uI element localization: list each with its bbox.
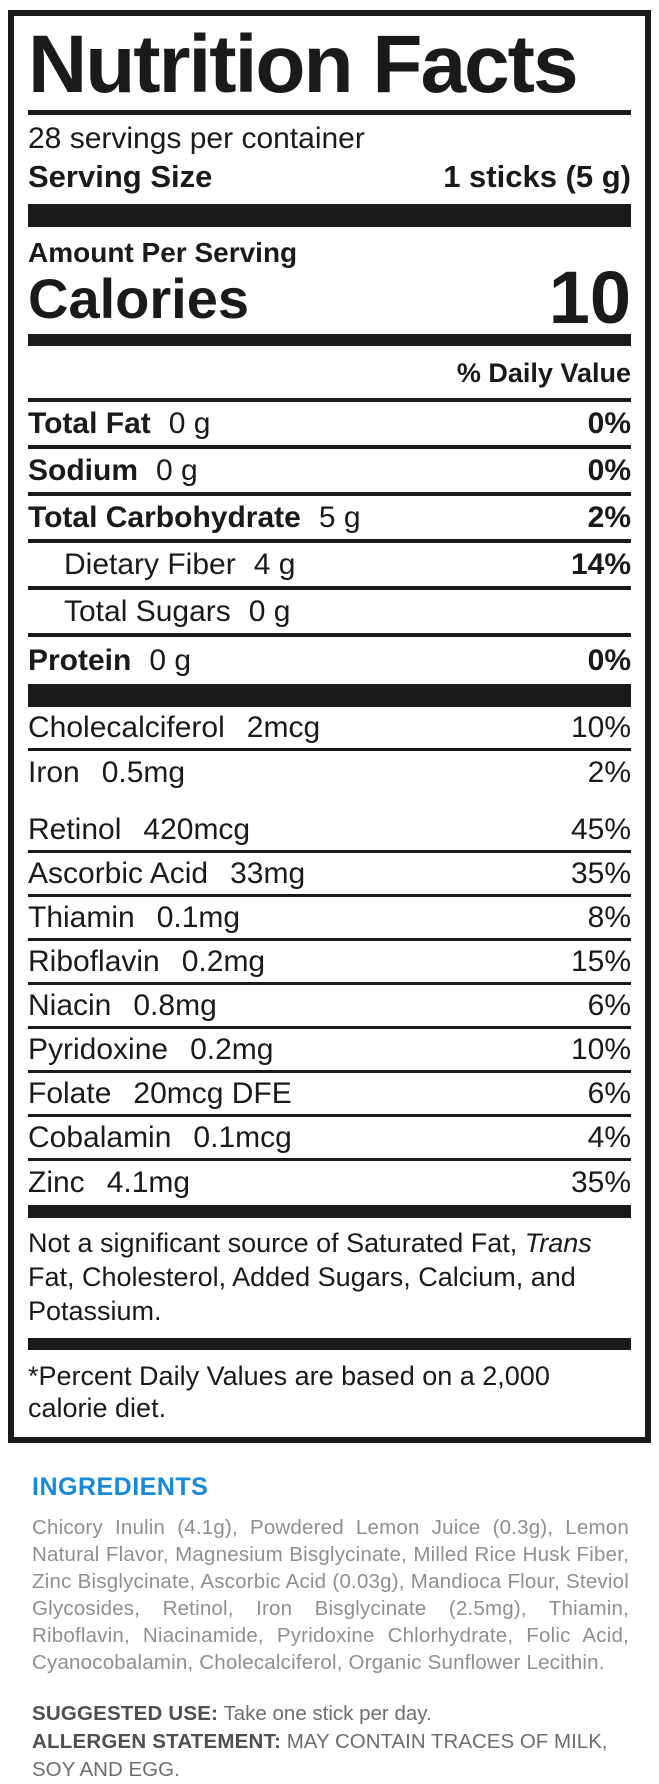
not-significant-note: Not a significant source of Saturated Fa… [28,1218,631,1338]
nutrient-row-total-sugars: Total Sugars 0 g [28,590,631,637]
micronutrient-row-ascorbic-acid: Ascorbic Acid 33mg 35% [28,853,631,897]
ingredients-text: Chicory Inulin (4.1g), Powdered Lemon Ju… [32,1516,629,1674]
note-prefix: Not a significant source of Saturated Fa… [28,1228,525,1258]
percent-daily-value-footnote: *Percent Daily Values are based on a 2,0… [28,1361,550,1423]
daily-value-header: % Daily Value [28,346,631,402]
micronutrient-amount: 20mcg DFE [133,1076,292,1110]
calories-row: Calories 10 [28,256,631,339]
micronutrient-row-iron: Iron 0.5mg 2% [28,751,631,795]
micronutrient-name: Cholecalciferol [28,710,225,744]
amount-per-serving-label: Amount Per Serving [28,237,298,268]
micronutrient-row-cholecalciferol: Cholecalciferol 2mcg 10% [28,707,631,751]
micronutrient-row-zinc: Zinc 4.1mg 35% [28,1161,631,1205]
nutrient-daily-value: 2% [587,500,631,534]
nutrient-row-total-carbohydrate: Total Carbohydrate 5 g 2% [28,496,631,543]
micronutrient-row-pyridoxine: Pyridoxine 0.2mg 10% [28,1029,631,1073]
micronutrient-amount: 0.8mg [133,988,217,1022]
nutrient-name: Dietary Fiber [64,547,236,581]
micronutrient-name: Thiamin [28,900,135,934]
micronutrient-amount: 420mcg [143,812,251,846]
micronutrient-name: Pyridoxine [28,1032,169,1066]
usage-block: SUGGESTED USE: Take one stick per day. A… [32,1700,629,1784]
calories-label: Calories [28,267,249,330]
nutrient-amount: 5 g [318,500,361,534]
micronutrient-daily-value: 2% [587,756,631,789]
micronutrient-daily-value: 10% [570,1032,631,1066]
micronutrient-row-riboflavin: Riboflavin 0.2mg 15% [28,941,631,985]
micronutrient-row-niacin: Niacin 0.8mg 6% [28,985,631,1029]
micronutrient-name: Folate [28,1076,112,1110]
micronutrient-daily-value: 10% [570,710,631,744]
micronutrient-row-cobalamin: Cobalamin 0.1mcg 4% [28,1117,631,1161]
nutrient-name: Sodium [28,453,138,487]
micronutrient-daily-value: 35% [570,856,631,890]
nutrient-name: Total Sugars [64,594,231,628]
note-trans-italic: Trans [524,1228,592,1258]
nutrition-label-page: Nutrition Facts 28 servings per containe… [0,10,659,1781]
micronutrient-amount: 0.1mg [156,900,241,934]
micronutrient-name: Cobalamin [28,1120,172,1154]
micronutrient-row-retinol: Retinol 420mcg 45% [28,809,631,853]
nutrient-row-protein: Protein 0 g 0% [28,637,631,684]
nutrient-daily-value: 0% [587,453,631,487]
micronutrient-amount: 0.2mg [190,1032,274,1066]
nutrient-daily-value: 0% [587,643,631,677]
suggested-use-label: SUGGESTED USE: [32,1702,219,1725]
nutrient-daily-value: 0% [587,406,631,440]
note-suffix: Fat, Cholesterol, Added Sugars, Calcium,… [28,1262,576,1326]
micronutrient-amount: 0.2mg [181,944,266,978]
calories-divider [28,334,631,346]
nutrient-row-sodium: Sodium 0 g 0% [28,449,631,496]
nutrient-name: Protein [28,643,132,677]
micronutrient-name: Iron [28,756,80,789]
micronutrient-row-thiamin: Thiamin 0.1mg 8% [28,897,631,941]
servings-per-container: 28 servings per container [28,122,365,155]
micronutrients-divider [28,1205,631,1218]
thick-divider-protein [28,684,631,707]
micronutrient-name: Ascorbic Acid [28,856,209,890]
micronutrient-daily-value: 8% [587,900,631,934]
allergen-statement-line: ALLERGEN STATEMENT: MAY CONTAIN TRACES O… [32,1728,629,1784]
micronutrient-amount: 0.1mcg [193,1120,292,1154]
serving-size-row: Serving Size 1 sticks (5 g) [28,156,631,204]
ingredients-section: INGREDIENTS Chicory Inulin (4.1g), Powde… [32,1473,629,1784]
micronutrient-row-folate: Folate 20mcg DFE 6% [28,1073,631,1117]
footnote-divider [28,1338,631,1350]
micronutrient-name: Niacin [28,988,112,1022]
micronutrient-name: Retinol [28,812,122,846]
nutrient-name: Total Carbohydrate [28,500,301,534]
micronutrient-daily-value: 45% [570,812,631,846]
nutrient-row-dietary-fiber: Dietary Fiber 4 g 14% [28,543,631,590]
suggested-use-text: Take one stick per day. [218,1702,432,1725]
calories-value: 10 [548,256,631,339]
nutrient-row-total-fat: Total Fat 0 g 0% [28,402,631,449]
nutrient-amount: 0 g [149,643,192,677]
thick-divider-top [28,204,631,227]
serving-size-label: Serving Size [28,159,213,194]
micronutrient-daily-value: 15% [570,944,631,978]
serving-size-value: 1 sticks (5 g) [443,159,631,194]
nutrient-amount: 0 g [168,406,211,440]
micronutrient-amount: 2mcg [246,710,321,744]
micronutrient-amount: 0.5mg [101,756,186,789]
nutrient-amount: 0 g [156,453,198,487]
micronutrient-name: Riboflavin [28,944,160,978]
nutrient-amount: 4 g [253,547,296,581]
micronutrient-daily-value: 4% [587,1120,631,1154]
micronutrient-daily-value: 35% [570,1166,631,1199]
nutrient-daily-value: 14% [570,547,631,581]
allergen-statement-label: ALLERGEN STATEMENT: [32,1730,282,1753]
nutrition-facts-title: Nutrition Facts [28,19,579,110]
micronutrient-amount: 33mg [230,856,306,890]
micronutrient-amount: 4.1mg [106,1166,191,1199]
suggested-use-line: SUGGESTED USE: Take one stick per day. [32,1700,629,1728]
micronutrient-daily-value: 6% [587,988,631,1022]
nutrition-facts-panel: Nutrition Facts 28 servings per containe… [8,10,651,1443]
micronutrient-name: Zinc [28,1166,85,1199]
nutrient-amount: 0 g [248,594,291,628]
micronutrient-daily-value: 6% [587,1076,631,1110]
nutrient-name: Total Fat [28,406,151,440]
title-divider [28,110,631,115]
ingredients-heading: INGREDIENTS [32,1473,209,1501]
